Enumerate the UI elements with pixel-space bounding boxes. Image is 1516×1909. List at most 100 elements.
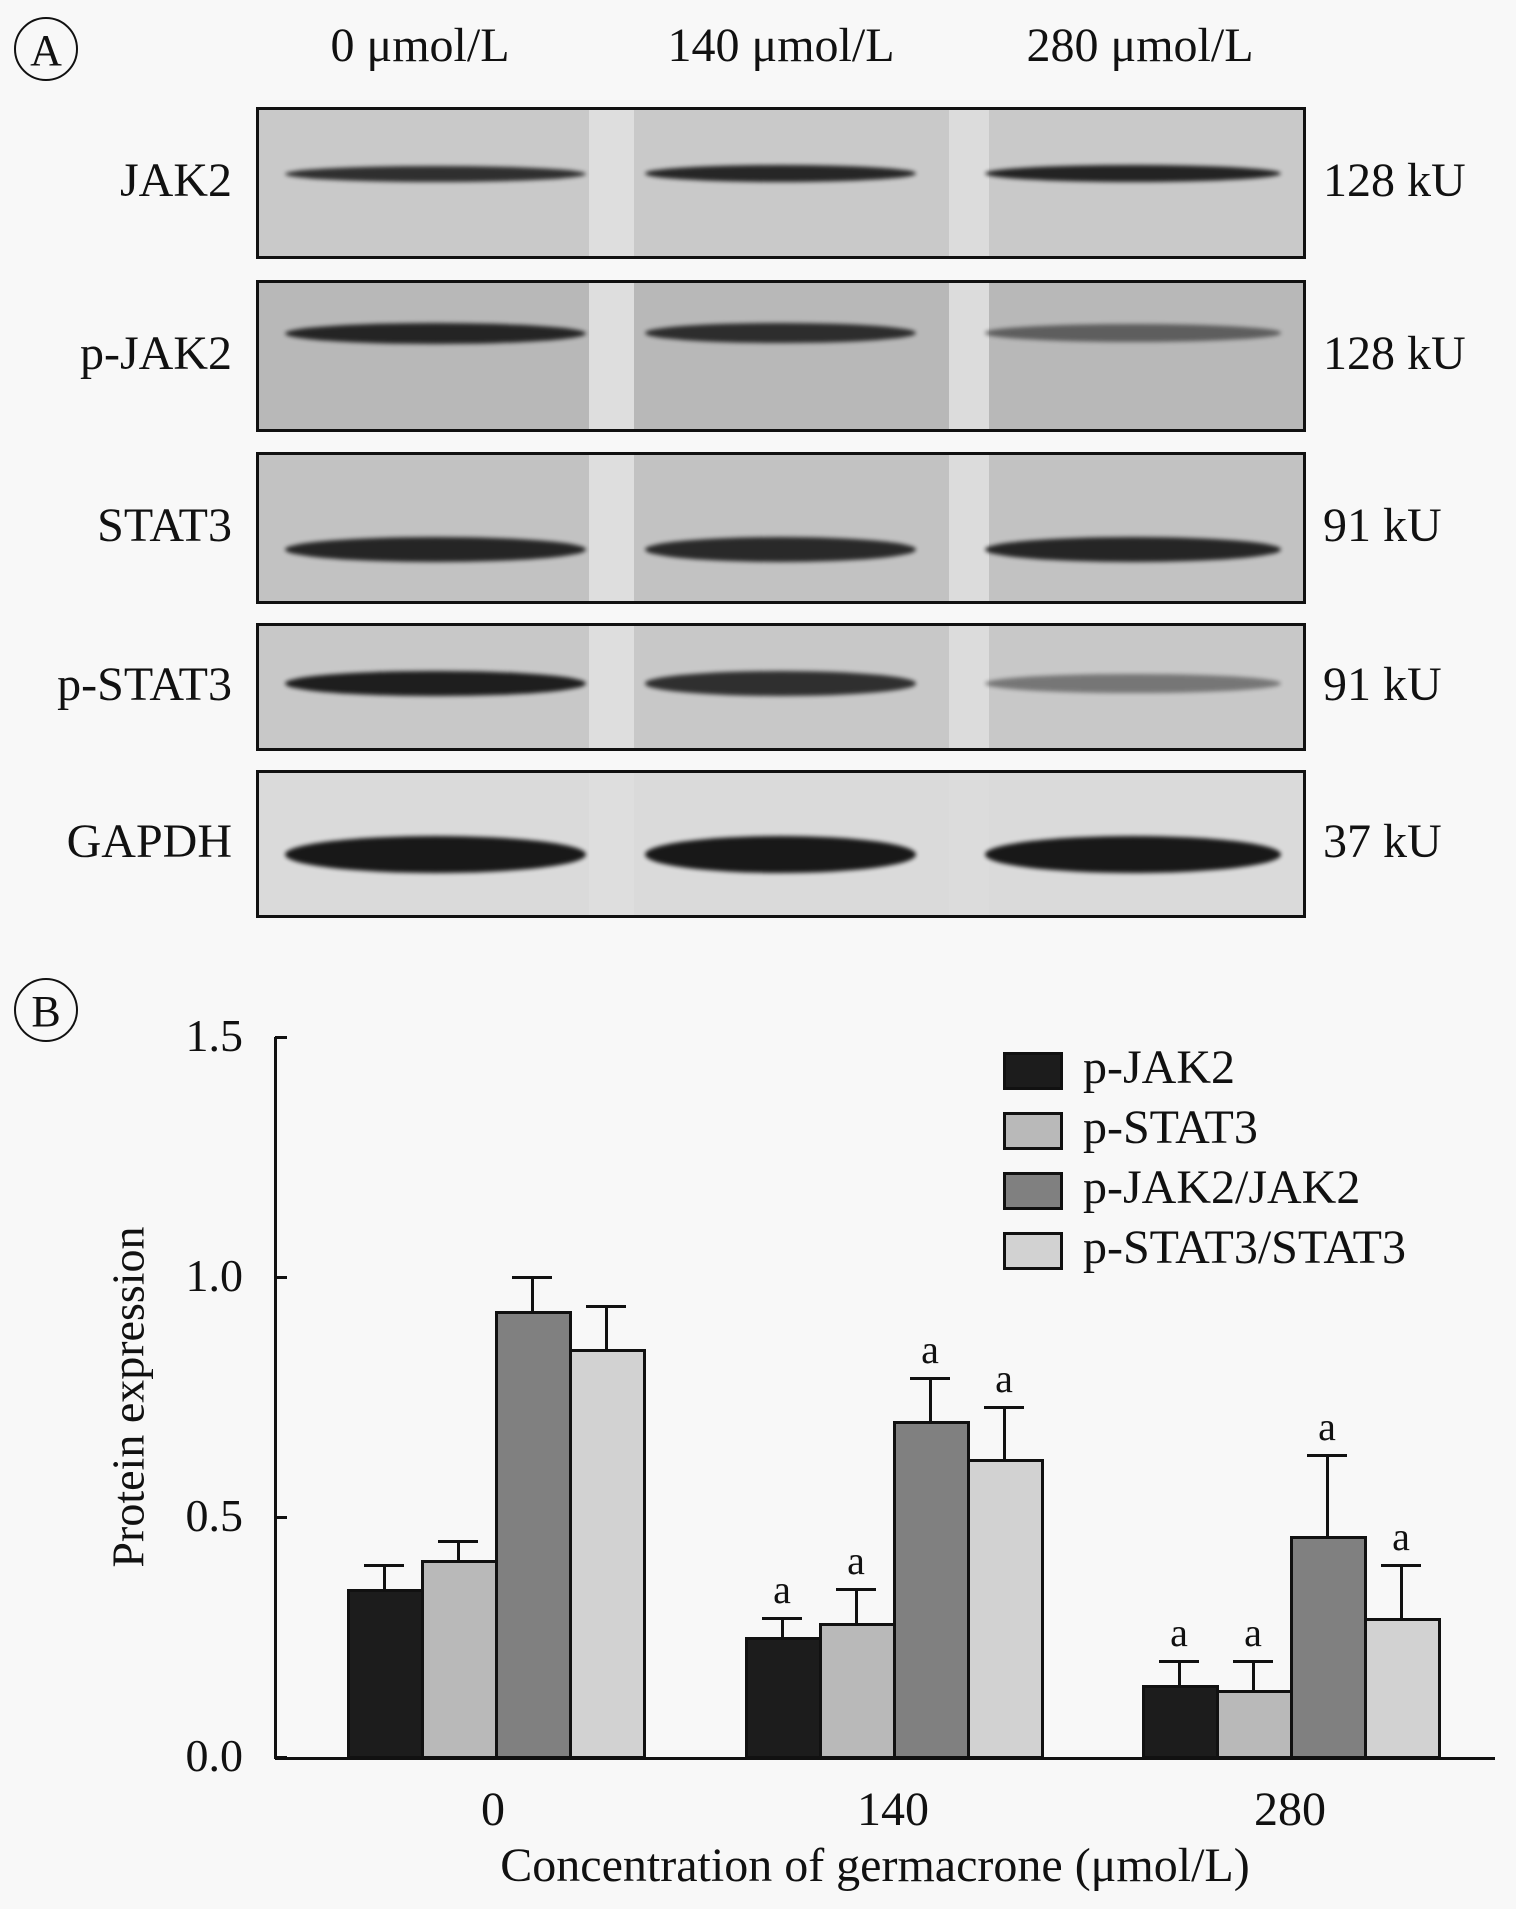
panel-a-letter: A [14,17,78,81]
error-cap [762,1616,802,1620]
significance-marker: a [1318,1403,1336,1449]
error-cap [1233,1660,1273,1663]
protein-band [985,835,1281,873]
legend-swatch [1003,1172,1063,1210]
protein-band [645,165,916,183]
protein-band [645,536,916,562]
bar-p-jak2 [347,1589,424,1759]
protein-band [985,324,1281,342]
molecular-weight-label: 128 kU [1323,327,1466,380]
molecular-weight-label: 37 kU [1323,815,1442,868]
y-tick-label: 0.0 [185,1730,244,1781]
lane-label: 140 μmol/L [667,19,895,72]
blot-row-p-stat3 [256,623,1306,751]
bar-p-jak2-jak2 [1290,1536,1367,1759]
y-tick-label: 0.5 [185,1490,244,1541]
lane-gap [589,626,634,748]
significance-marker: a [1244,1610,1262,1655]
bar-p-jak2-jak2 [893,1421,970,1759]
lane-gap [949,626,989,748]
bar-p-jak2-jak2 [495,1310,572,1759]
protein-band [985,536,1281,562]
protein-band [985,673,1281,694]
y-tick-label: 1.5 [185,1010,244,1061]
error-bar [457,1541,460,1561]
bar-p-jak2 [745,1637,822,1759]
significance-marker: a [1170,1610,1188,1655]
x-tick-label: 140 [857,1783,929,1836]
significance-marker: a [921,1326,939,1372]
protein-label: p-JAK2 [80,327,232,380]
y-tick [275,1276,287,1279]
protein-label: JAK2 [119,154,232,207]
blot-row-stat3 [256,452,1306,604]
protein-band [285,670,586,697]
protein-band [645,322,916,344]
legend-label: p-JAK2/JAK2 [1083,1161,1361,1214]
error-cap [512,1276,552,1279]
lane-gap [589,455,634,601]
error-bar [1178,1661,1181,1685]
x-tick-label: 280 [1254,1783,1326,1836]
lane-gap [949,283,989,429]
significance-marker: a [847,1538,865,1583]
y-axis-label: Protein expression [102,1226,154,1568]
lane-label: 0 μmol/L [330,19,510,72]
bar-p-stat3-stat3 [967,1459,1044,1759]
error-bar [929,1377,932,1421]
error-bar [1003,1406,1006,1460]
protein-band [285,536,586,562]
molecular-weight-label: 91 kU [1323,658,1442,711]
protein-label: p-STAT3 [57,658,232,711]
bar-p-stat3-stat3 [569,1349,646,1759]
bar-p-stat3 [819,1622,896,1759]
legend-swatch [1003,1232,1063,1270]
lane-gap [589,110,634,256]
molecular-weight-label: 128 kU [1323,154,1466,207]
bar-p-stat3-stat3 [1364,1617,1441,1759]
molecular-weight-label: 91 kU [1323,499,1442,552]
error-cap [1307,1453,1347,1457]
protein-label: GAPDH [66,815,232,868]
protein-band [285,322,586,344]
bar-p-jak2 [1142,1685,1219,1759]
legend-swatch [1003,1052,1063,1090]
error-cap [1159,1660,1199,1663]
protein-band [285,835,586,873]
y-axis [274,1037,277,1759]
x-axis-label: Concentration of germacrone (μmol/L) [500,1839,1250,1892]
blot-row-gapdh [256,770,1306,918]
protein-band [645,835,916,873]
lane-gap [589,283,634,429]
error-cap [910,1376,950,1380]
protein-label: STAT3 [97,499,232,552]
protein-band [985,165,1281,183]
error-bar [781,1617,784,1637]
y-tick [275,1516,287,1519]
error-bar [605,1305,608,1349]
legend-swatch [1003,1112,1063,1150]
protein-band [645,671,916,696]
y-tick [275,1036,287,1039]
lane-label: 280 μmol/L [1026,19,1254,72]
lane-gap [949,773,989,915]
error-cap [586,1304,626,1308]
error-bar [383,1565,386,1589]
error-cap [1381,1564,1421,1567]
significance-marker: a [1392,1514,1410,1559]
protein-band [285,165,586,183]
y-tick [275,1756,287,1759]
lane-gap [589,773,634,915]
x-tick-label: 0 [481,1783,505,1836]
error-cap [364,1564,404,1567]
error-bar [855,1589,858,1623]
error-bar [1252,1661,1255,1690]
error-cap [438,1540,478,1543]
legend-label: p-STAT3 [1083,1101,1258,1154]
bar-p-stat3 [1216,1689,1293,1759]
legend-label: p-STAT3/STAT3 [1083,1221,1406,1274]
error-bar [1326,1454,1329,1537]
error-bar [531,1277,534,1311]
blot-row-p-jak2 [256,280,1306,432]
error-cap [836,1588,876,1591]
